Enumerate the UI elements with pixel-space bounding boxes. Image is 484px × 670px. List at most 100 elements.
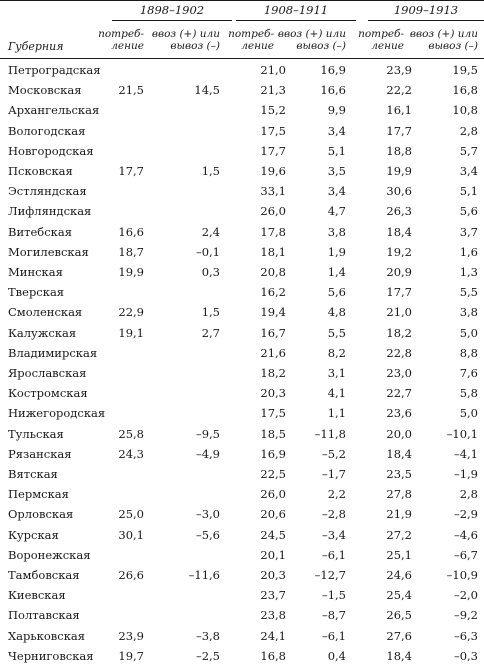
cell-consumption-1909: 18,4 xyxy=(386,648,412,663)
cell-consumption-1909: 20,0 xyxy=(386,426,412,441)
cell-import-export-1898: 14,5 xyxy=(194,83,220,98)
cell-import-export-1909: 5,6 xyxy=(459,204,478,219)
cell-consumption-1908: 18,5 xyxy=(260,426,286,441)
cell-import-export-1908: 5,6 xyxy=(327,285,346,300)
cell-import-export-1908: 4,1 xyxy=(327,386,346,401)
cell-consumption-1898: 24,3 xyxy=(118,446,144,461)
table-row: Курская 30,1 –5,6 24,5 –3,4 27,2 –4,6 xyxy=(0,528,484,548)
cell-consumption-1909: 19,9 xyxy=(386,164,412,178)
cell-import-export-1909: 3,8 xyxy=(459,305,478,320)
gubernia-name: Витебская xyxy=(8,224,72,239)
cell-import-export-1908: 4,8 xyxy=(327,305,346,320)
cell-consumption-1909: 18,2 xyxy=(386,325,412,340)
cell-consumption-1909: 20,9 xyxy=(386,265,412,279)
cell-consumption-1908: 24,5 xyxy=(260,527,286,542)
cell-consumption-1909: 30,6 xyxy=(386,184,412,199)
table-row: Костромская 20,3 4,1 22,7 5,8 xyxy=(0,386,484,406)
cell-import-export-1909: 10,8 xyxy=(452,103,478,118)
table-row: Пермская 26,0 2,2 27,8 2,8 xyxy=(0,487,484,507)
cell-import-export-1908: 5,1 xyxy=(327,143,346,158)
table-row: Рязанская 24,3 –4,9 16,9 –5,2 18,4 –4,1 xyxy=(0,447,484,467)
table-row: Нижегородская 17,5 1,1 23,6 5,0 xyxy=(0,406,484,426)
subheader-line: ление xyxy=(241,40,274,52)
period-rule-2 xyxy=(236,20,356,21)
cell-consumption-1898: 17,7 xyxy=(118,164,144,178)
subheader-line: ление xyxy=(111,40,144,52)
subheader-import-export-2: ввоз (+) или вывоз (–) xyxy=(278,28,346,52)
cell-import-export-1909: –1,9 xyxy=(453,467,478,481)
cell-consumption-1908: 21,3 xyxy=(260,83,286,98)
cell-import-export-1909: 5,8 xyxy=(459,386,478,401)
gubernia-name: Минская xyxy=(8,265,63,279)
cell-import-export-1909: 8,8 xyxy=(459,345,478,360)
cell-consumption-1908: 21,6 xyxy=(260,345,286,360)
cell-import-export-1908: 3,1 xyxy=(327,366,346,380)
cell-consumption-1908: 19,4 xyxy=(260,305,286,320)
table-row: Харьковская 23,9 –3,8 24,1 –6,1 27,6 –6,3 xyxy=(0,629,484,649)
cell-import-export-1909: –10,9 xyxy=(446,568,478,582)
cell-import-export-1908: 3,8 xyxy=(327,224,346,239)
cell-consumption-1908: 22,5 xyxy=(260,467,286,481)
period-header-3: 1909–1913 xyxy=(393,3,459,17)
cell-consumption-1908: 26,0 xyxy=(260,487,286,502)
cell-import-export-1898: 2,4 xyxy=(201,224,220,239)
subheader-import-export-1: ввоз (+) или вывоз (–) xyxy=(152,28,220,52)
subheader-line: потреб- xyxy=(358,28,404,40)
cell-consumption-1909: 22,7 xyxy=(386,386,412,401)
cell-consumption-1908: 17,8 xyxy=(260,224,286,239)
table-row: Черниговская 19,7 –2,5 16,8 0,4 18,4 –0,3 xyxy=(0,649,484,669)
cell-consumption-1908: 20,3 xyxy=(260,568,286,582)
table-row: Воронежская 20,1 –6,1 25,1 –6,7 xyxy=(0,548,484,568)
gubernia-name: Ярославская xyxy=(8,366,87,380)
cell-import-export-1908: 4,7 xyxy=(327,204,346,219)
cell-import-export-1909: 5,1 xyxy=(459,184,478,199)
cell-consumption-1908: 15,2 xyxy=(260,103,286,118)
cell-consumption-1908: 18,2 xyxy=(260,366,286,380)
cell-consumption-1909: 26,3 xyxy=(386,204,412,219)
table-row: Могилевская 18,7 –0,1 18,1 1,9 19,2 1,6 xyxy=(0,245,484,265)
gubernia-name: Смоленская xyxy=(8,305,83,320)
table-row: Полтавская 23,8 –8,7 26,5 –9,2 xyxy=(0,608,484,628)
table-row: Архангельская 15,2 9,9 16,1 10,8 xyxy=(0,103,484,123)
cell-import-export-1909: 2,8 xyxy=(459,123,478,138)
table-row: Минская 19,9 0,3 20,8 1,4 20,9 1,3 xyxy=(0,265,484,285)
cell-consumption-1898: 23,9 xyxy=(118,628,144,643)
subheader-consumption-3: потреб- ление xyxy=(358,28,404,52)
cell-import-export-1908: 1,1 xyxy=(327,406,346,421)
cell-import-export-1909: 3,7 xyxy=(459,224,478,239)
cell-import-export-1909: 16,8 xyxy=(452,83,478,98)
subheader-line: ление xyxy=(371,40,404,52)
cell-consumption-1909: 25,4 xyxy=(386,588,412,603)
gubernia-name: Киевская xyxy=(8,588,66,603)
cell-import-export-1898: –4,9 xyxy=(195,446,220,461)
subheader-line: вывоз (–) xyxy=(170,40,220,52)
cell-consumption-1908: 21,0 xyxy=(260,63,286,77)
cell-import-export-1898: –11,6 xyxy=(188,568,220,582)
cell-import-export-1908: 16,9 xyxy=(320,63,346,77)
cell-consumption-1909: 24,6 xyxy=(386,568,412,582)
cell-consumption-1898: 19,7 xyxy=(118,648,144,663)
cell-consumption-1908: 17,7 xyxy=(260,143,286,158)
gubernia-name: Владимирская xyxy=(8,345,98,360)
cell-import-export-1898: –0,1 xyxy=(195,244,220,259)
cell-import-export-1909: –9,2 xyxy=(453,608,478,623)
cell-import-export-1908: –5,2 xyxy=(321,446,346,461)
gubernia-name: Вятская xyxy=(8,467,58,481)
cell-consumption-1898: 19,1 xyxy=(118,325,144,340)
cell-consumption-1898: 25,0 xyxy=(118,507,144,522)
cell-import-export-1909: 5,0 xyxy=(459,325,478,340)
cell-import-export-1909: –0,3 xyxy=(453,648,478,663)
cell-import-export-1908: 3,5 xyxy=(327,164,346,178)
cell-consumption-1909: 17,7 xyxy=(386,285,412,300)
cell-consumption-1908: 16,9 xyxy=(260,446,286,461)
subheader-line: потреб- xyxy=(228,28,274,40)
table-top-rule xyxy=(0,0,484,1)
subheader-line: ввоз (+) или xyxy=(151,28,220,40)
cell-consumption-1909: 21,0 xyxy=(386,305,412,320)
period-rule-3 xyxy=(368,20,484,21)
table-row: Московская 21,5 14,5 21,3 16,6 22,2 16,8 xyxy=(0,83,484,103)
gubernia-name: Нижегородская xyxy=(8,406,106,421)
cell-consumption-1898: 30,1 xyxy=(118,527,144,542)
table-row: Вятская 22,5 –1,7 23,5 –1,9 xyxy=(0,467,484,487)
